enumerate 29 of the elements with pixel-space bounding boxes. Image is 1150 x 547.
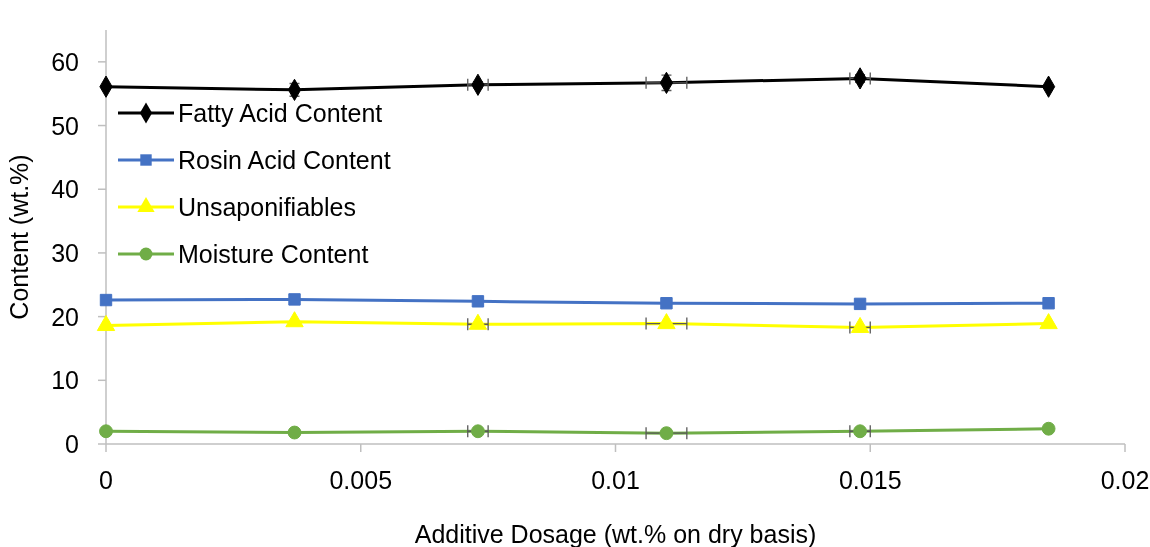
legend-label: Moisture Content bbox=[178, 240, 369, 268]
point bbox=[99, 293, 113, 307]
point bbox=[659, 426, 674, 441]
y-tick-label: 30 bbox=[51, 238, 79, 267]
point bbox=[1042, 297, 1055, 310]
y-tick-label: 10 bbox=[51, 366, 79, 395]
y-tick-label: 0 bbox=[65, 430, 79, 458]
y-tick-label: 20 bbox=[51, 302, 79, 331]
point bbox=[471, 424, 485, 439]
y-axis-title: Content (wt.%) bbox=[5, 154, 33, 320]
x-tick-label: 0 bbox=[99, 466, 113, 494]
y-tick-label: 50 bbox=[51, 111, 79, 140]
point bbox=[1041, 421, 1056, 436]
legend-label: Fatty Acid Content bbox=[178, 99, 383, 127]
point bbox=[853, 297, 867, 311]
legend-label: Rosin Acid Content bbox=[178, 146, 391, 174]
point bbox=[471, 295, 485, 308]
point bbox=[99, 424, 113, 439]
x-tick-label: 0.005 bbox=[329, 466, 393, 494]
x-tick-label: 0.015 bbox=[838, 466, 902, 494]
point bbox=[660, 297, 673, 310]
y-tick-label: 40 bbox=[51, 175, 79, 204]
point bbox=[853, 424, 867, 439]
x-tick-label: 0.02 bbox=[1100, 466, 1150, 494]
x-tick-label: 0.01 bbox=[591, 466, 640, 494]
point bbox=[287, 425, 302, 440]
y-tick-label: 60 bbox=[51, 47, 79, 76]
point bbox=[288, 293, 301, 306]
legend-label: Unsaponifiables bbox=[178, 193, 356, 221]
